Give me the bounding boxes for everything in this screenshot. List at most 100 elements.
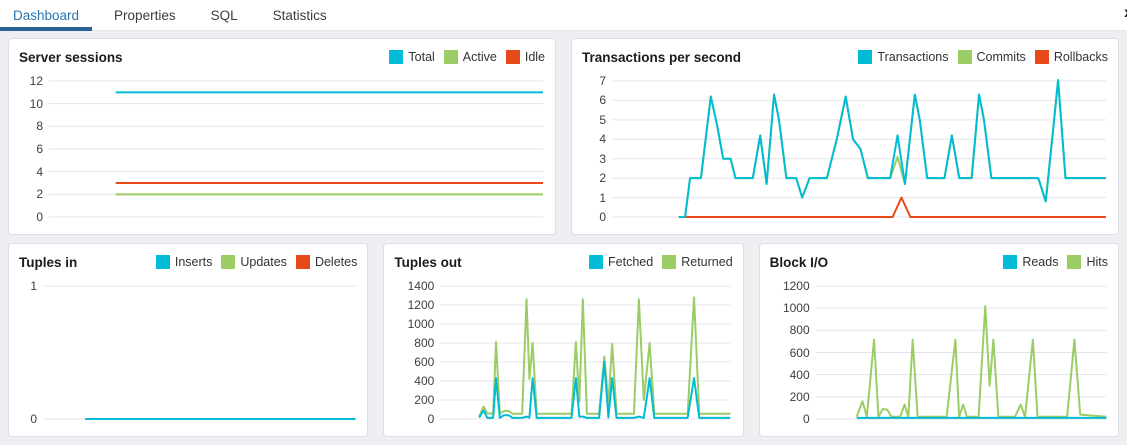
legend-item-hits: Hits	[1067, 255, 1108, 269]
panel-transactions-per-second: Transactions per second Transactions Comm…	[571, 38, 1119, 235]
panel-header: Server sessions Total Active Idle	[19, 45, 545, 69]
legend-label: Total	[408, 50, 435, 64]
dashboard-row-1: Server sessions Total Active Idle 12 10 8 6 4 2…	[8, 38, 1119, 235]
y-tick-label: 6	[599, 93, 606, 108]
legend-label: Hits	[1086, 255, 1108, 269]
y-tick-label: 200	[789, 389, 810, 404]
legend-swatch	[957, 50, 972, 64]
chart-legend: Total Active Idle	[389, 50, 545, 64]
tab-statistics[interactable]: Statistics	[260, 0, 340, 30]
y-tick-label: 2	[599, 171, 606, 186]
chart-legend: Transactions Commits Rollbacks	[858, 50, 1108, 64]
line-chart-server-sessions	[49, 81, 543, 217]
legend-label: Reads	[1022, 255, 1059, 269]
chart-canvas	[816, 286, 1106, 419]
y-tick-label: 400	[414, 374, 435, 388]
y-tick-label: 4	[599, 132, 606, 147]
y-axis: 7 6 5 4 3 2 1 0	[582, 75, 612, 223]
line-chart-block-io	[816, 286, 1106, 419]
legend-swatch	[1003, 255, 1018, 269]
legend-label: Idle	[524, 50, 545, 64]
chart-area: 12 10 8 6 4 2 0	[19, 69, 545, 234]
tab-dashboard[interactable]: Dashboard	[0, 0, 93, 31]
legend-item-fetched: Fetched	[589, 255, 653, 269]
legend-label: Inserts	[174, 255, 213, 269]
panel-header: Tuples out Fetched Returned	[394, 250, 732, 274]
y-tick-label: 1000	[782, 301, 810, 316]
tab-sql[interactable]: SQL	[198, 0, 251, 30]
legend-swatch	[1034, 50, 1049, 64]
chart-canvas	[612, 81, 1106, 217]
legend-swatch	[505, 50, 520, 64]
legend-label: Returned	[681, 255, 733, 269]
panel-server-sessions: Server sessions Total Active Idle 12 10 8 6 4 2…	[8, 38, 556, 235]
chart-area: 1400 1200 1000 800 600 400 200 0	[394, 274, 732, 436]
legend-item-rollbacks: Rollbacks	[1034, 50, 1108, 64]
legend-label: Updates	[240, 255, 287, 269]
panel-header: Transactions per second Transactions Comm…	[582, 45, 1108, 69]
y-tick-label: 0	[802, 412, 810, 426]
series-line-fetched	[480, 362, 731, 418]
legend-swatch	[295, 255, 310, 269]
legend-label: Active	[462, 50, 497, 64]
legend-swatch	[155, 255, 170, 269]
y-axis: 1200 1000 800 600 400 200 0	[770, 280, 816, 425]
tab-bar: Dashboard Properties SQL Statistics x	[0, 0, 1127, 31]
panel-header: Tuples in Inserts Updates Deletes	[19, 250, 357, 274]
panel-title: Tuples in	[19, 254, 78, 270]
panel-title: Server sessions	[19, 49, 123, 65]
y-tick-label: 1	[30, 279, 37, 293]
y-tick-label: 3	[599, 151, 606, 166]
panel-header: Block I/O Reads Hits	[770, 250, 1108, 274]
series-line-transactions	[679, 80, 1106, 217]
chart-legend: Reads Hits	[1003, 255, 1108, 269]
chart-area: 7 6 5 4 3 2 1 0	[582, 69, 1108, 234]
legend-swatch	[662, 255, 677, 269]
tab-properties[interactable]: Properties	[101, 0, 189, 30]
legend-swatch	[221, 255, 236, 269]
line-chart-tuples-in	[43, 286, 355, 419]
y-tick-label: 800	[414, 336, 435, 350]
legend-swatch	[858, 50, 873, 64]
y-tick-label: 1200	[782, 279, 810, 293]
legend-item-total: Total	[389, 50, 435, 64]
y-tick-label: 12	[29, 74, 43, 88]
line-chart-transactions	[612, 81, 1106, 217]
y-tick-label: 4	[36, 164, 43, 179]
y-tick-label: 0	[599, 210, 606, 224]
panel-title: Transactions per second	[582, 49, 742, 65]
y-axis: 1400 1200 1000 800 600 400 200 0	[394, 280, 440, 425]
chart-area: 1200 1000 800 600 400 200 0	[770, 274, 1108, 436]
y-tick-label: 5	[599, 112, 606, 127]
legend-item-inserts: Inserts	[155, 255, 213, 269]
legend-swatch	[389, 50, 404, 64]
y-tick-label: 0	[427, 412, 435, 426]
y-tick-label: 2	[36, 187, 43, 202]
y-tick-label: 0	[30, 412, 37, 426]
chart-canvas	[440, 286, 730, 419]
legend-item-updates: Updates	[221, 255, 287, 269]
y-tick-label: 600	[789, 345, 810, 360]
close-icon[interactable]: x	[1124, 3, 1127, 21]
panel-title: Block I/O	[769, 254, 829, 270]
chart-canvas	[49, 81, 543, 217]
chart-legend: Fetched Returned	[589, 255, 733, 269]
series-line-returned	[480, 297, 731, 416]
legend-label: Deletes	[314, 255, 358, 269]
y-tick-label: 6	[36, 142, 43, 156]
legend-item-commits: Commits	[957, 50, 1026, 64]
y-tick-label: 1000	[407, 317, 435, 331]
legend-label: Commits	[976, 50, 1026, 64]
tab-sql-label: SQL	[210, 7, 238, 23]
y-tick-label: 200	[414, 393, 435, 407]
legend-item-transactions: Transactions	[858, 50, 949, 64]
y-tick-label: 400	[789, 367, 810, 382]
legend-item-active: Active	[443, 50, 497, 64]
legend-swatch	[589, 255, 604, 269]
tab-properties-label: Properties	[114, 7, 176, 23]
dashboard-content: Server sessions Total Active Idle 12 10 8 6 4 2…	[0, 31, 1127, 442]
legend-label: Fetched	[608, 255, 654, 269]
panel-title: Tuples out	[394, 254, 462, 270]
